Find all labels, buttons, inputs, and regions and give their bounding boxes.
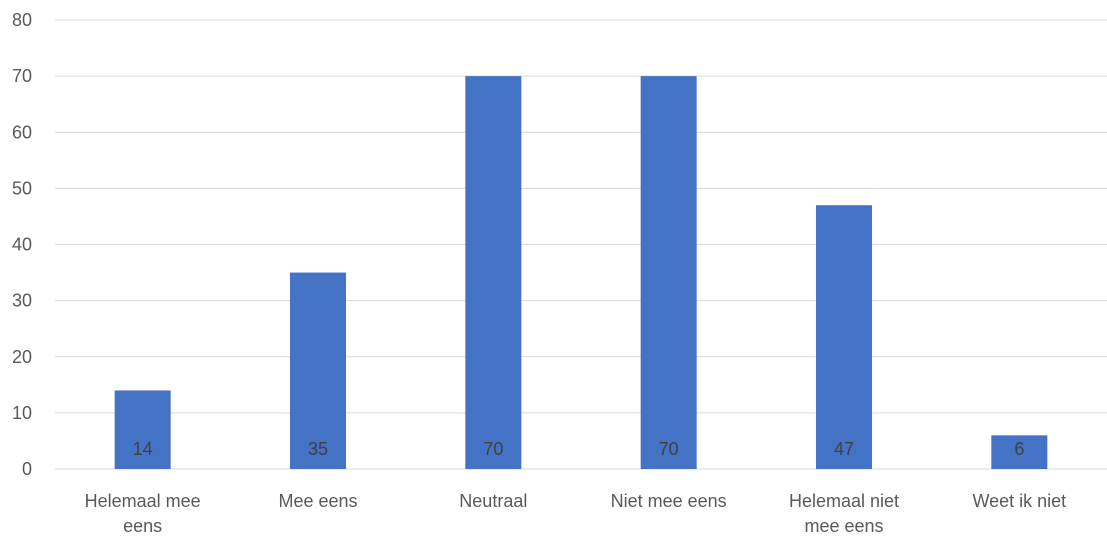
y-tick-label: 20 [12, 347, 32, 367]
y-tick-label: 50 [12, 178, 32, 198]
x-category-label: Mee eens [278, 491, 357, 511]
y-tick-label: 80 [12, 10, 32, 30]
data-labels: 14 35 70 70 47 6 [133, 439, 1025, 459]
gridlines [55, 19, 1107, 470]
y-tick-label: 30 [12, 291, 32, 311]
x-category-label-line: Mee eens [278, 491, 357, 511]
bar [290, 272, 346, 469]
y-tick-label: 60 [12, 122, 32, 142]
x-category-label-line: Niet mee eens [611, 491, 727, 511]
data-label: 14 [133, 439, 153, 459]
x-category-label-line: Helemaal mee [85, 491, 201, 511]
y-tick-label: 10 [12, 403, 32, 423]
bar [816, 205, 872, 469]
x-category-label: Weet ik niet [972, 491, 1066, 511]
y-axis-ticks: 0 10 20 30 40 50 60 70 80 [12, 10, 32, 479]
x-category-label-line: eens [123, 516, 162, 536]
x-category-label: Neutraal [459, 491, 527, 511]
data-label: 47 [834, 439, 854, 459]
bar [114, 390, 171, 469]
data-label: 70 [483, 439, 503, 459]
data-label: 70 [659, 439, 679, 459]
bar [640, 76, 697, 469]
x-category-label-line: mee eens [804, 516, 883, 536]
x-category-label: Niet mee eens [611, 491, 727, 511]
bars [114, 76, 1048, 469]
data-label: 35 [308, 439, 328, 459]
x-category-label-line: Neutraal [459, 491, 527, 511]
x-category-label: Helemaal mee eens [85, 491, 201, 536]
x-axis-categories: Helemaal mee eens Mee eens Neutraal Niet mee… [85, 491, 1067, 536]
x-category-label: Helemaal niet mee eens [789, 491, 899, 536]
x-category-label-line: Helemaal niet [789, 491, 899, 511]
y-tick-label: 70 [12, 66, 32, 86]
bar [465, 76, 522, 469]
x-category-label-line: Weet ik niet [972, 491, 1066, 511]
y-tick-label: 40 [12, 235, 32, 255]
bar [991, 435, 1048, 469]
data-label: 6 [1014, 439, 1024, 459]
y-tick-label: 0 [22, 459, 32, 479]
